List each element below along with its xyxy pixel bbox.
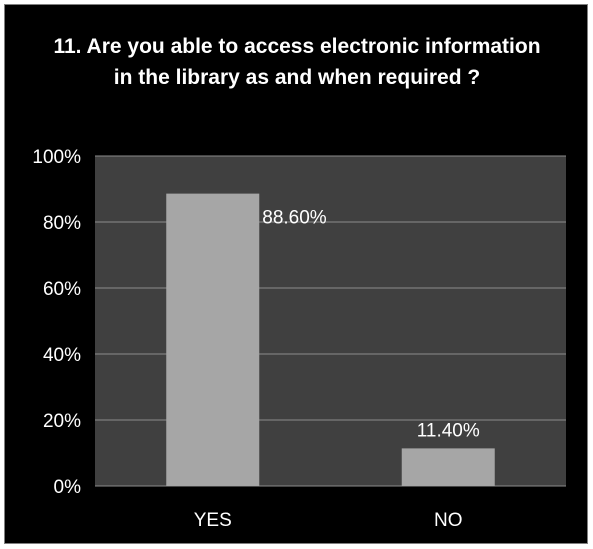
y-tick-label: 20% bbox=[43, 411, 81, 432]
y-tick-label: 60% bbox=[43, 279, 81, 300]
y-tick-label: 100% bbox=[32, 147, 81, 168]
bar-yes bbox=[166, 193, 260, 486]
bars bbox=[166, 193, 495, 486]
data-label: 88.60% bbox=[262, 208, 327, 229]
y-tick-label: 80% bbox=[43, 213, 81, 234]
y-tick-label: 0% bbox=[54, 477, 82, 498]
plot-area bbox=[95, 156, 566, 486]
chart-title: 11. Are you able to access electronic in… bbox=[53, 35, 541, 89]
x-axis-ticks: YES NO bbox=[194, 510, 463, 531]
data-label: 11.40% bbox=[417, 420, 480, 441]
y-tick-label: 40% bbox=[43, 345, 81, 366]
bar-no bbox=[401, 448, 495, 486]
x-tick-label: NO bbox=[434, 510, 463, 531]
y-axis-ticks: 0% 20% 40% 60% 80% 100% bbox=[32, 147, 81, 498]
x-tick-label: YES bbox=[194, 510, 232, 531]
data-labels: 88.60% 11.40% bbox=[262, 208, 480, 442]
